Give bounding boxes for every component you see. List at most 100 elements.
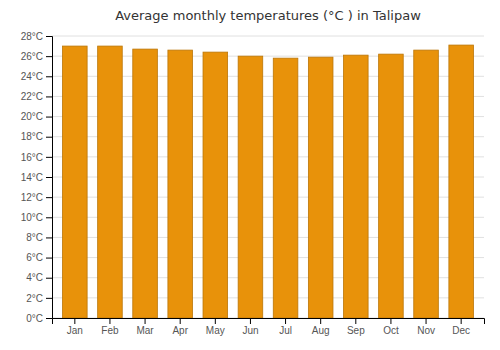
bar [379,54,404,318]
tick-mark [250,318,251,324]
tick: 0°C [26,313,52,324]
tick-mark [74,318,75,324]
tick-label: 12°C [21,192,43,203]
tick: 24°C [21,71,52,82]
tick: Jul [279,318,292,336]
tick: 28°C [21,31,52,42]
tick-mark [46,217,52,218]
tick: Feb [101,318,119,336]
tick: 6°C [26,252,52,263]
tick: 2°C [26,293,52,304]
tick: Nov [417,318,435,336]
bar [308,57,333,318]
tick-label: 14°C [21,172,43,183]
tick: 16°C [21,152,52,163]
tick-label: 0°C [26,313,43,324]
tick-label: 4°C [26,272,43,283]
tick-mark [46,237,52,238]
tick-label: Oct [383,325,399,336]
tick-label: 2°C [26,293,43,304]
tick-mark [215,318,216,324]
tick-mark [180,318,181,324]
tick: Aug [312,318,330,336]
title: Average monthly temperatures (°C ) in Ta… [115,8,421,23]
tick-mark [46,298,52,299]
bar [98,46,123,318]
tick-mark [46,96,52,97]
tick-label: Jan [67,325,83,336]
tick-label: 22°C [21,91,43,102]
tick: 8°C [26,232,52,243]
tick-label: Apr [172,325,188,336]
tick-mark [355,318,356,324]
tick-label: Dec [452,325,470,336]
tick: Mar [136,318,154,336]
tick: Oct [383,318,399,336]
tick: 12°C [21,192,52,203]
tick-mark [46,258,52,259]
bar [63,46,88,318]
tick-mark [46,76,52,77]
tick-mark [46,137,52,138]
tick: Dec [452,318,470,336]
tick-mark [46,157,52,158]
tick: 22°C [21,91,52,102]
tick-mark [285,318,286,324]
tick-label: 16°C [21,152,43,163]
tick: 4°C [26,272,52,283]
tick-label: 6°C [26,252,43,263]
tick-mark [46,197,52,198]
x-axis: Jan Feb Mar Apr May Jun Jul Aug Sep Oct Nov Dec [53,318,485,336]
tick-label: 24°C [21,71,43,82]
tick-label: Jun [242,325,258,336]
tick: Sep [347,318,365,336]
tick-label: 8°C [26,232,43,243]
plot-area [63,45,474,318]
tick-mark [46,56,52,57]
bar [414,50,439,318]
tick-label: Jul [279,325,292,336]
tick-mark [461,318,462,324]
tick-label: 10°C [21,212,43,223]
axis-line [46,37,53,319]
tick: 10°C [21,212,52,223]
tick-mark [46,117,52,118]
bar [168,50,193,318]
tick: Apr [172,318,188,336]
tick-mark [390,318,391,324]
tick-mark [426,318,427,324]
tick-mark [46,36,52,37]
tick-label: 20°C [21,111,43,122]
chart: Average monthly temperatures (°C ) in Ta… [0,0,500,350]
tick-mark [46,318,52,319]
grid-line [52,36,484,37]
bar [344,55,369,318]
tick-label: Mar [136,325,154,336]
tick-mark [46,278,52,279]
tick-label: May [206,325,225,336]
tick: 18°C [21,131,52,142]
bar [449,45,474,318]
bar [273,58,298,318]
tick-label: 18°C [21,131,43,142]
bar [133,49,158,318]
y-axis: 0°C 2°C 4°C 6°C 8°C 10°C 12°C 14°C 16°C 18°C 20°C 2… [21,31,53,324]
tick-label: Feb [101,325,119,336]
grid [52,36,484,318]
bar [203,52,228,318]
tick-mark [145,318,146,324]
bar [238,56,263,318]
tick-label: 26°C [21,51,43,62]
tick-mark [109,318,110,324]
axis-line [53,319,485,325]
tick-label: Aug [312,325,330,336]
tick: 20°C [21,111,52,122]
tick: 26°C [21,51,52,62]
tick-label: Nov [417,325,435,336]
tick-label: Sep [347,325,365,336]
tick: Jun [242,318,258,336]
tick: Jan [67,318,83,336]
tick: 14°C [21,172,52,183]
tick: May [206,318,225,336]
tick-mark [46,177,52,178]
